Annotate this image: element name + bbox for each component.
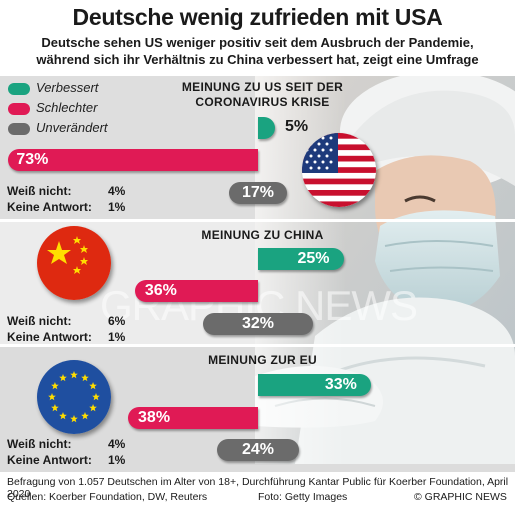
china-improved-value: 25% [297,250,330,267]
eu-star-icon [70,415,78,423]
legend-unchanged: Unverändert [36,120,108,135]
footer-survey-note: Befragung von 1.057 Deutschen im Alter v… [7,476,509,500]
eu-star-icon [51,382,59,390]
usa-dont-know-value: 4% [108,184,126,198]
china-no-answer-value: 1% [108,330,126,344]
eu-star-icon [70,371,78,379]
china-unchanged-value: 32% [241,315,274,332]
page-title: Deutsche wenig zufrieden mit USA [72,4,443,30]
usa-no-answer-label: Keine Antwort: [7,200,92,214]
usa-unchanged-value: 17% [241,184,274,201]
eu-bar-worse: 38% [128,407,258,429]
eu-star-icon [59,412,67,420]
separator [0,219,515,222]
eu-improved-value: 33% [324,376,357,393]
china-no-answer-label: Keine Antwort: [7,330,92,344]
eu-worse-value: 38% [138,409,171,426]
usa-heading: MEINUNG ZU US SEIT DER CORONAVIRUS KRISE [165,80,360,110]
usa-no-answer-value: 1% [108,200,126,214]
china-bar-improved: 25% [258,248,344,270]
china-dont-know-value: 6% [108,314,126,328]
legend-worse: Schlechter [36,100,98,115]
eu-star-icon [92,393,100,401]
china-flag-icon [37,226,111,300]
usa-improved-value: 5% [285,118,309,135]
footer-copyright: © GRAPHIC NEWS [414,491,507,503]
eu-bar-improved: 33% [258,374,371,396]
eu-star-icon [81,373,89,382]
usa-heading-line-2: CORONAVIRUS KRISE [195,95,330,109]
legend-swatch-unchanged [8,123,30,135]
usa-worse-value: 73% [16,151,49,168]
legend-swatch-worse [8,103,30,115]
eu-unchanged-value: 24% [241,441,274,458]
usa-dont-know-label: Weiß nicht: [7,184,72,198]
separator [0,344,515,347]
eu-star-icon [81,412,89,420]
eu-dont-know-label: Weiß nicht: [7,437,72,451]
eu-heading: MEINUNG ZUR EU [208,353,317,367]
china-worse-value: 36% [144,282,177,299]
eu-star-icon [48,393,56,401]
legend-swatch-improved [8,83,30,95]
eu-flag-icon [37,360,111,434]
eu-dont-know-value: 4% [108,437,126,451]
china-bar-unchanged: 32% [203,313,313,335]
usa-flag-icon [302,133,376,207]
eu-no-answer-value: 1% [108,453,126,467]
subtitle-line-1: Deutsche sehen US weniger positiv seit d… [41,35,474,50]
eu-no-answer-label: Keine Antwort: [7,453,92,467]
eu-star-icon [51,404,59,412]
eu-star-icon [59,373,67,382]
usa-bar-unchanged: 17% [228,182,288,204]
usa-heading-line-1: MEINUNG ZU US SEIT DER [181,80,344,94]
eu-star-icon [89,404,97,412]
eu-bar-unchanged: 24% [216,439,300,461]
legend-improved: Verbessert [36,80,99,95]
china-dont-know-label: Weiß nicht: [7,314,72,328]
china-bar-worse: 36% [134,280,258,302]
china-heading: MEINUNG ZU CHINA [201,228,324,242]
eu-star-icon [89,382,97,390]
usa-bar-improved [258,117,276,139]
footer-sources: Quellen: Koerber Foundation, DW, Reuters [7,491,208,503]
usa-bar-worse: 73% [8,149,258,171]
footer-photo-credit: Foto: Getty Images [258,491,348,503]
subtitle-line-2: während sich ihr Verhältnis zu China ver… [36,52,479,67]
